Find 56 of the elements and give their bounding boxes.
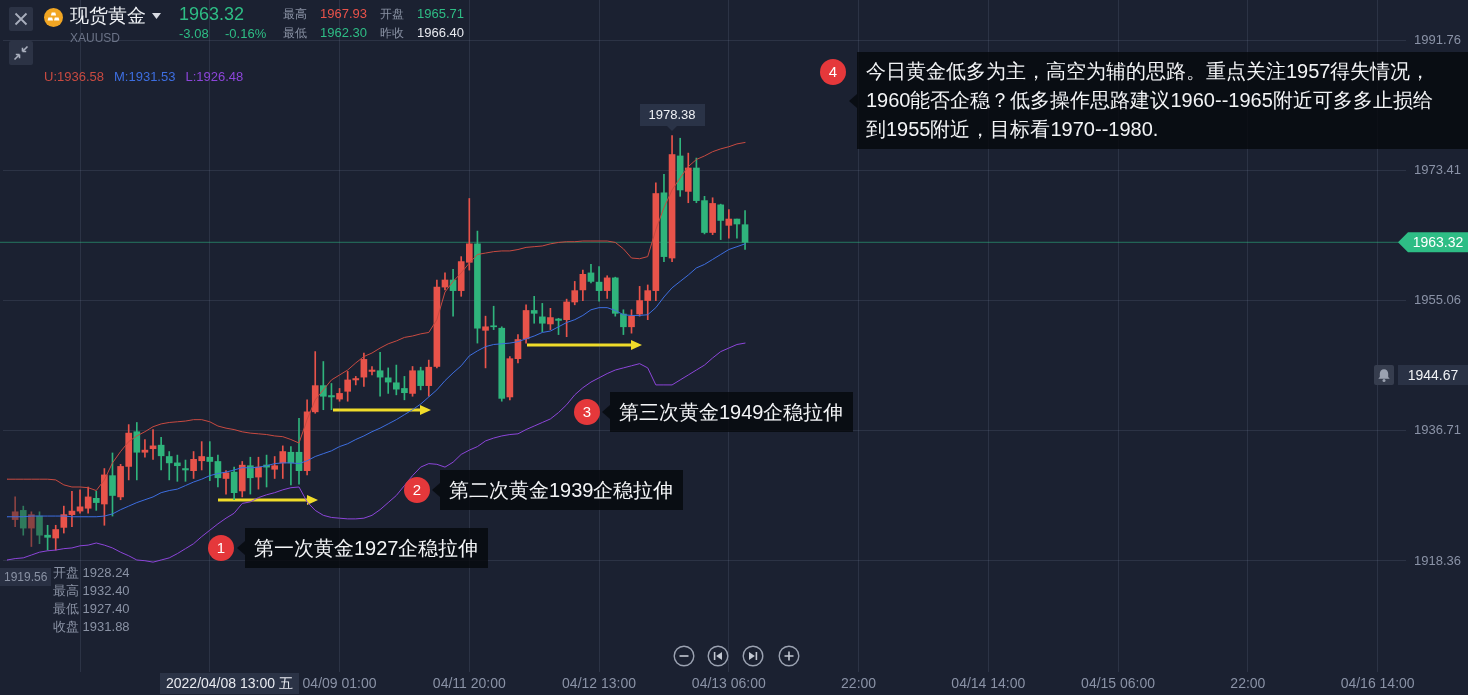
text: L:1926.48 bbox=[185, 69, 244, 85]
annotation: 1963.32 bbox=[179, 4, 245, 26]
annotation: 3 bbox=[574, 399, 600, 425]
annotation: 2 bbox=[404, 477, 430, 503]
annotation: 最低 bbox=[283, 26, 307, 41]
candlestick bbox=[725, 209, 733, 239]
x-tick-label: 04/16 14:00 bbox=[1340, 675, 1415, 692]
candlestick bbox=[206, 441, 214, 481]
chart-title: 现货黄金 bbox=[70, 5, 146, 28]
x-tick-label: 04/09 01:00 bbox=[302, 675, 377, 692]
x-tick-label: 22:00 bbox=[1230, 675, 1266, 692]
annotation: 1919.56 bbox=[0, 568, 52, 587]
annotation: 第一次黄金1927企稳拉伸 bbox=[245, 528, 488, 568]
x-tick-label: 04/13 06:00 bbox=[691, 675, 767, 692]
text: 2022/04/08 13:00 五 bbox=[160, 673, 299, 694]
annotation: 今日黄金低多为主，高空为辅的思路。重点关注1957得失情况，1960能否企稳？低多操作思路建议1960--1965附近可多多止损给到1955附近，目标看1970--1980. bbox=[857, 52, 1468, 149]
ref-line-label: 1963.32 bbox=[1412, 233, 1464, 250]
annotation: 开盘 bbox=[380, 7, 404, 22]
text: M:1931.53 bbox=[114, 69, 176, 85]
annotation: 1962.30 bbox=[320, 25, 367, 41]
y-tick-label: 1991.76 bbox=[1414, 32, 1461, 48]
x-tick-label: 04/14 14:00 bbox=[951, 675, 1026, 692]
annotation: 最高 1932.40 bbox=[53, 583, 130, 599]
x-tick-label: 04/12 13:00 bbox=[562, 675, 637, 692]
annotation: 第二次黄金1939企稳拉伸 bbox=[440, 470, 683, 510]
annotation: -0.16% bbox=[225, 26, 267, 42]
annotation: 4 bbox=[820, 59, 846, 85]
candlestick bbox=[141, 439, 149, 458]
annotation: 收盘 1931.88 bbox=[53, 619, 130, 635]
x-tick-label: 22:00 bbox=[841, 675, 877, 692]
x-tick-label: 04/15 06:00 bbox=[1081, 675, 1156, 692]
candlestick bbox=[384, 367, 392, 394]
annotation: -3.08 bbox=[179, 26, 209, 42]
y-tick-label: 1918.36 bbox=[1414, 552, 1461, 568]
y-tick-label: 1936.71 bbox=[1414, 422, 1461, 438]
annotation: 1966.40 bbox=[417, 25, 464, 41]
y-tick-label: 1955.06 bbox=[1414, 292, 1461, 308]
x-tick-label: 04/11 20:00 bbox=[432, 675, 506, 692]
candlestick bbox=[538, 303, 546, 333]
annotation: 1 bbox=[208, 535, 234, 561]
text: U:1936.58 bbox=[44, 69, 104, 85]
candlestick bbox=[165, 451, 173, 481]
candlestick bbox=[530, 295, 538, 324]
annotation: 1967.93 bbox=[320, 6, 367, 22]
annotation: 最低 1927.40 bbox=[53, 601, 130, 617]
annotation: 第三次黄金1949企稳拉伸 bbox=[610, 392, 853, 432]
annotation: 最高 bbox=[283, 7, 307, 22]
text: XAUUSD bbox=[70, 31, 121, 46]
annotation: 1965.71 bbox=[417, 6, 464, 22]
annotation: 昨收 bbox=[380, 26, 404, 41]
annotation: 开盘 1928.24 bbox=[53, 565, 130, 581]
candlestick bbox=[352, 376, 360, 386]
annotation: 1978.38 bbox=[639, 103, 705, 126]
text: 1944.67 bbox=[1398, 365, 1468, 385]
candlestick bbox=[92, 490, 100, 511]
y-tick-label: 1973.41 bbox=[1414, 162, 1461, 178]
